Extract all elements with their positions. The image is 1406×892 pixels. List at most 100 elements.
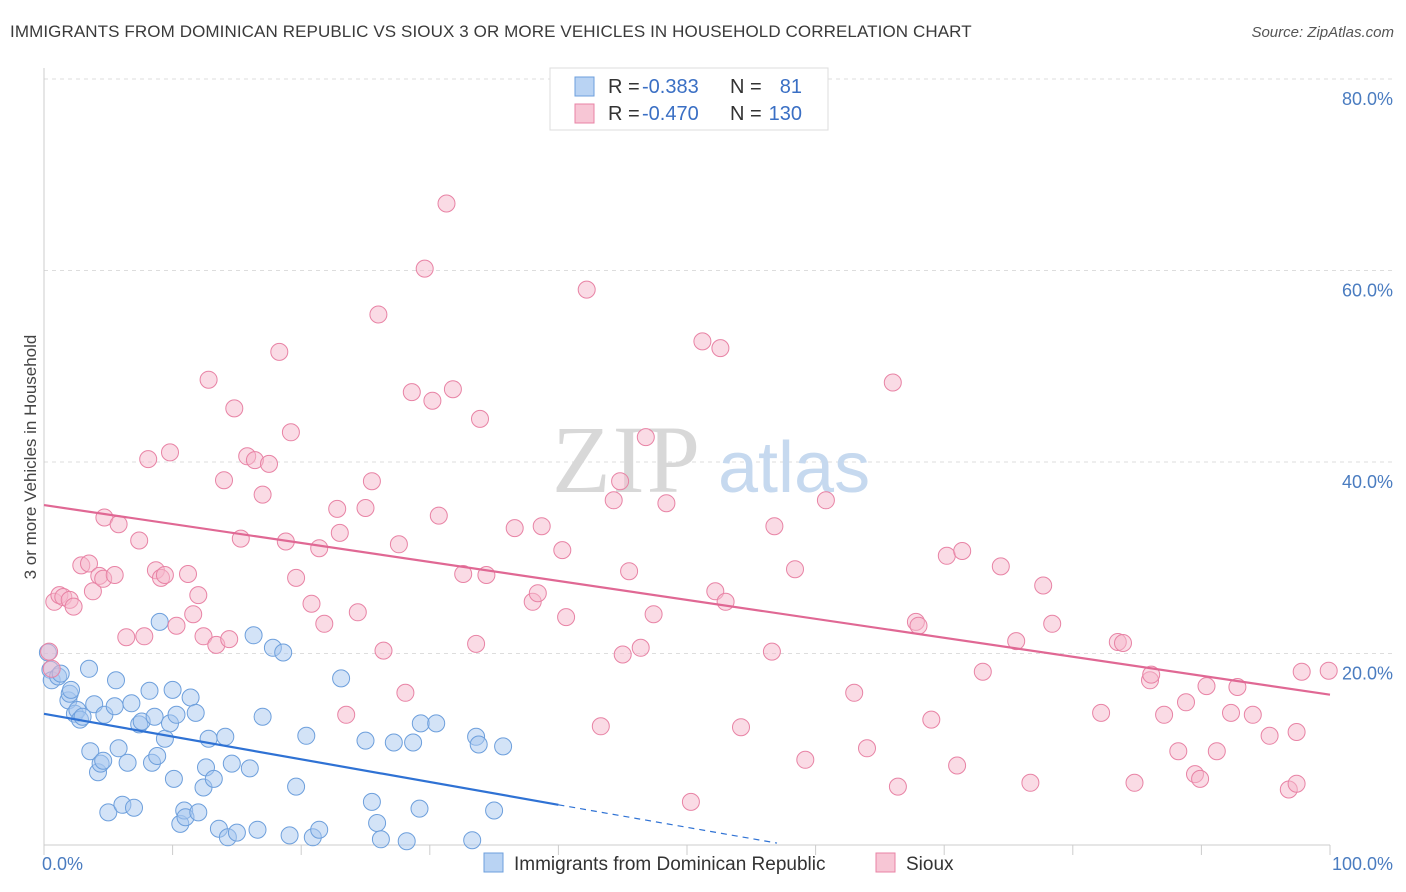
- point-dominican-79: [494, 737, 513, 756]
- point-sioux-126: [1287, 723, 1306, 741]
- point-sioux-115: [1169, 742, 1188, 761]
- point-sioux-43: [310, 539, 329, 558]
- point-dominican-17: [94, 751, 113, 770]
- y-axis-label: 3 or more Vehicles in Household: [21, 335, 40, 580]
- point-sioux-27: [194, 627, 213, 646]
- legend-r-value-0: -0.383: [642, 76, 699, 98]
- legend-r-value-1: -0.470: [642, 103, 699, 125]
- point-sioux-105: [1021, 773, 1040, 792]
- point-sioux-103: [991, 557, 1010, 576]
- x-tick-label-0: 0.0%: [42, 854, 83, 874]
- legend-bottom: Immigrants from Dominican Republic Sioux: [483, 852, 954, 875]
- point-sioux-28: [199, 370, 218, 389]
- point-sioux-82: [693, 332, 712, 351]
- point-dominican-31: [145, 707, 164, 726]
- bottom-legend-label-0: Immigrants from Dominican Republic: [514, 854, 826, 875]
- point-sioux-18: [139, 450, 158, 469]
- point-sioux-53: [389, 535, 408, 554]
- point-sioux-72: [591, 717, 610, 736]
- point-sioux-26: [189, 586, 208, 605]
- legend-box: [549, 67, 829, 131]
- point-sioux-23: [167, 616, 186, 635]
- point-sioux-8: [80, 554, 98, 573]
- point-sioux-31: [220, 630, 239, 649]
- y-tick-label-3: 80.0%: [1342, 89, 1393, 109]
- point-dominican-19: [99, 803, 118, 822]
- legend-top: R = -0.383 N = 81 R = -0.470 N = 130: [549, 67, 829, 131]
- point-dominican-80: [485, 801, 504, 820]
- gridlines: [44, 78, 1394, 654]
- point-sioux-54: [396, 683, 415, 702]
- point-dominican-67: [362, 792, 381, 811]
- point-sioux-116: [1177, 693, 1195, 712]
- point-sioux-58: [429, 506, 448, 525]
- chart-source: Source: ZipAtlas.com: [1251, 24, 1394, 41]
- point-sioux-32: [225, 399, 244, 418]
- point-sioux-93: [858, 739, 876, 758]
- legend-n-label-0: N =: [730, 76, 762, 98]
- point-dominican-37: [164, 769, 183, 788]
- point-sioux-17: [135, 627, 154, 646]
- point-dominican-33: [150, 612, 169, 631]
- point-dominican-38: [167, 705, 186, 724]
- bottom-legend-swatch-0: [483, 852, 504, 873]
- point-sioux-16: [130, 531, 149, 550]
- point-sioux-49: [356, 499, 375, 517]
- point-sioux-0: [40, 642, 59, 661]
- point-sioux-55: [402, 383, 421, 402]
- point-sioux-129: [1319, 661, 1338, 680]
- point-sioux-56: [415, 259, 434, 278]
- point-dominican-71: [397, 832, 416, 851]
- point-dominican-44: [189, 803, 208, 822]
- point-sioux-61: [454, 565, 473, 583]
- y-tick-labels: 20.0% 40.0% 60.0% 80.0%: [1342, 89, 1393, 684]
- point-dominican-55: [244, 626, 263, 645]
- point-sioux-52: [374, 641, 393, 660]
- point-dominican-66: [356, 731, 375, 750]
- axes: [43, 68, 1331, 855]
- trend-sioux: [43, 503, 1331, 696]
- point-sioux-100: [953, 542, 972, 560]
- point-sioux-119: [1197, 677, 1216, 696]
- point-dominican-61: [287, 777, 306, 796]
- point-dominican-42: [181, 688, 200, 707]
- point-sioux-24: [179, 565, 197, 583]
- point-dominican-68: [368, 814, 387, 832]
- point-dominican-74: [411, 714, 430, 733]
- point-sioux-59: [437, 194, 456, 213]
- point-sioux-57: [423, 391, 442, 410]
- point-sioux-128: [1287, 774, 1306, 793]
- point-sioux-80: [657, 494, 676, 513]
- point-dominican-65: [332, 669, 351, 688]
- bottom-legend-swatch-1: [875, 852, 896, 873]
- point-sioux-50: [362, 472, 381, 491]
- point-sioux-85: [716, 592, 735, 611]
- point-sioux-40: [281, 423, 300, 442]
- chart-title: IMMIGRANTS FROM DOMINICAN REPUBLIC VS SI…: [10, 22, 972, 41]
- point-dominican-64: [310, 820, 329, 839]
- point-sioux-60: [443, 380, 462, 399]
- point-sioux-9: [83, 582, 102, 601]
- x-tick-label-1: 100.0%: [1332, 854, 1393, 874]
- bottom-legend-label-1: Sioux: [906, 854, 954, 875]
- point-sioux-104: [1007, 632, 1026, 651]
- point-sioux-44: [315, 614, 334, 633]
- legend-n-value-1: 130: [769, 103, 802, 125]
- y-tick-label-0: 20.0%: [1342, 664, 1393, 684]
- point-sioux-77: [631, 638, 650, 657]
- point-sioux-22: [161, 443, 179, 462]
- point-dominican-36: [163, 680, 182, 699]
- point-sioux-81: [681, 792, 700, 811]
- point-dominican-56: [248, 820, 267, 839]
- trend-lines: [43, 503, 1331, 844]
- point-dominican-70: [384, 733, 403, 752]
- point-sioux-38: [270, 342, 289, 361]
- points-dominican: [38, 612, 513, 851]
- point-sioux-113: [1142, 665, 1161, 684]
- point-sioux-69: [553, 541, 572, 560]
- watermark-zip: ZIP: [552, 406, 702, 513]
- legend-swatch-0: [574, 76, 595, 97]
- point-sioux-95: [888, 777, 907, 796]
- point-sioux-90: [796, 750, 815, 769]
- point-dominican-62: [297, 726, 316, 745]
